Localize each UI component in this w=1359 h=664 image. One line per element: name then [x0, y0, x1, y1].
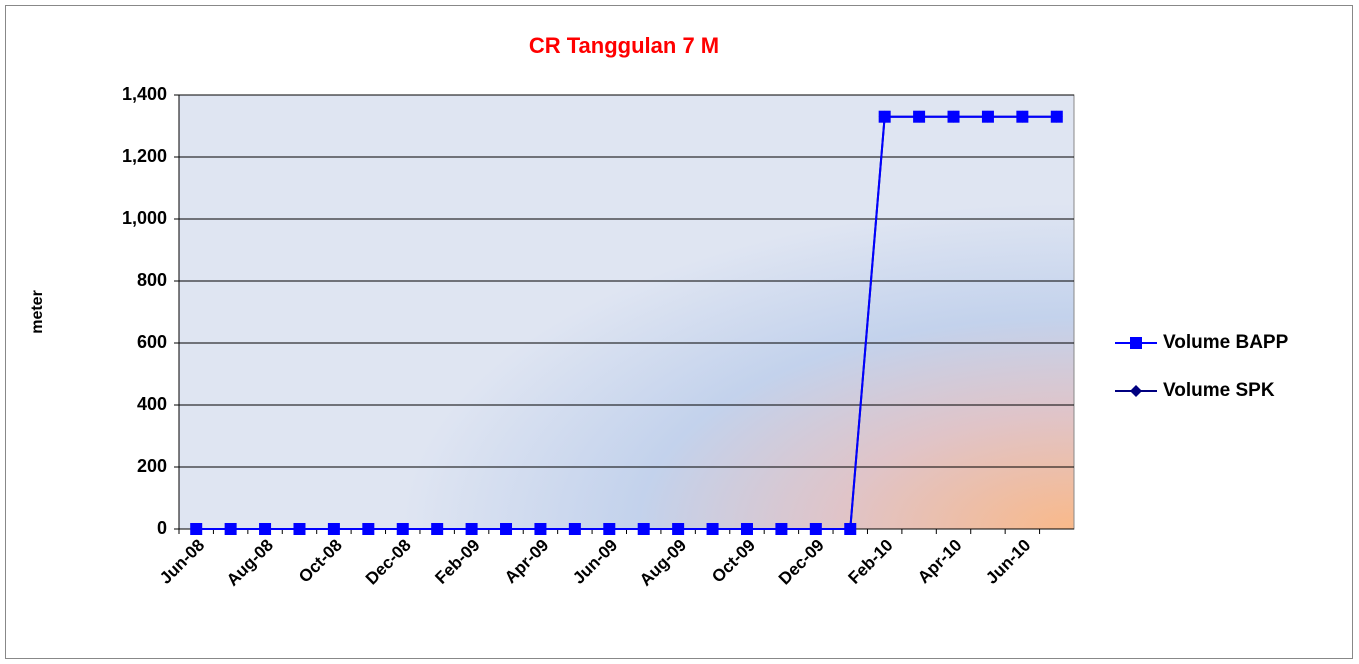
legend-marker [1130, 385, 1142, 397]
data-point [809, 523, 822, 535]
data-point [1016, 110, 1029, 123]
y-tick-label: 1,200 [122, 146, 167, 166]
data-point [878, 110, 891, 123]
data-point [327, 523, 340, 535]
data-point [672, 523, 685, 535]
y-tick-label: 0 [157, 518, 167, 538]
data-point [637, 523, 650, 535]
y-tick-label: 600 [137, 332, 167, 352]
data-point [913, 110, 926, 123]
data-point [224, 523, 237, 535]
y-tick-label: 1,400 [122, 84, 167, 104]
data-point [603, 523, 616, 535]
data-point [844, 523, 857, 535]
plot-area [178, 94, 1075, 530]
y-tick-label: 1,000 [122, 208, 167, 228]
data-point [568, 523, 581, 535]
data-point [775, 523, 788, 535]
legend-label: Volume BAPP [1163, 332, 1289, 353]
y-tick-label: 400 [137, 394, 167, 414]
y-axis-label: meter [29, 290, 46, 334]
data-point [981, 110, 994, 123]
data-point [465, 523, 478, 535]
chart-title: CR Tanggulan 7 M [529, 33, 719, 58]
data-point [293, 523, 306, 535]
data-point [706, 523, 719, 535]
data-point [1050, 110, 1063, 123]
y-tick-label: 800 [137, 270, 167, 290]
data-point [947, 110, 960, 123]
legend-label: Volume SPK [1163, 380, 1275, 401]
data-point [362, 523, 375, 535]
data-point [190, 523, 203, 535]
data-point [534, 523, 547, 535]
legend-marker [1130, 337, 1142, 349]
data-point [396, 523, 409, 535]
data-point [259, 523, 272, 535]
data-point [500, 523, 513, 535]
data-point [740, 523, 753, 535]
y-tick-label: 200 [137, 456, 167, 476]
data-point [431, 523, 444, 535]
